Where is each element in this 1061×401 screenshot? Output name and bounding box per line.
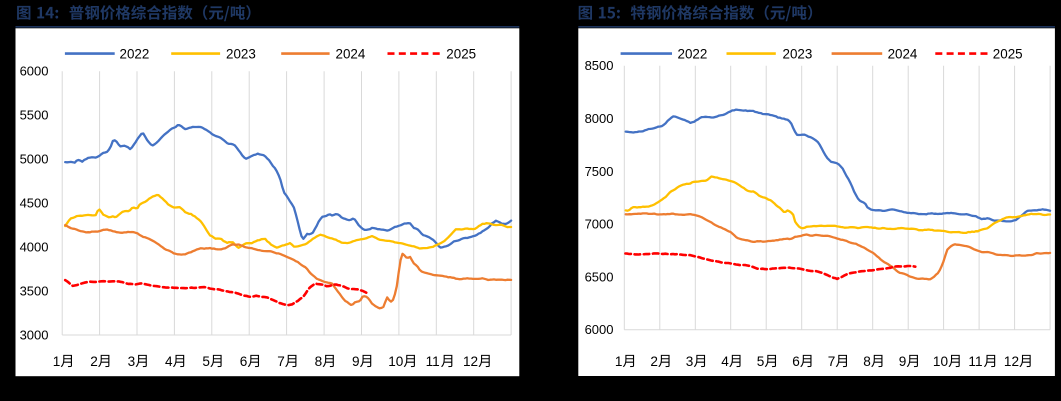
svg-text:4500: 4500 xyxy=(20,196,49,211)
svg-text:6000: 6000 xyxy=(585,322,614,337)
svg-text:2023: 2023 xyxy=(783,47,813,62)
svg-text:5: 5 xyxy=(757,354,765,369)
svg-text:8: 8 xyxy=(863,354,871,369)
svg-text:1: 1 xyxy=(615,354,623,369)
svg-text:2023: 2023 xyxy=(226,47,256,62)
svg-text:11: 11 xyxy=(968,354,982,369)
svg-text:2025: 2025 xyxy=(993,47,1023,62)
svg-text:8500: 8500 xyxy=(585,58,614,73)
svg-text:2: 2 xyxy=(650,354,658,369)
svg-text:1: 1 xyxy=(53,354,61,369)
svg-text:3: 3 xyxy=(686,354,694,369)
svg-text:2022: 2022 xyxy=(120,47,150,62)
svg-text:6000: 6000 xyxy=(20,64,49,79)
svg-text:2024: 2024 xyxy=(336,47,366,62)
svg-text:2025: 2025 xyxy=(446,47,476,62)
svg-text:2022: 2022 xyxy=(678,47,708,62)
svg-text:7: 7 xyxy=(277,354,285,369)
svg-text:5: 5 xyxy=(202,354,210,369)
svg-text:2: 2 xyxy=(90,354,98,369)
svg-text:11: 11 xyxy=(426,354,440,369)
svg-text:6: 6 xyxy=(240,354,248,369)
svg-text:10: 10 xyxy=(933,354,949,369)
svg-text:3000: 3000 xyxy=(20,327,49,342)
svg-text:3500: 3500 xyxy=(20,283,49,298)
svg-text:5000: 5000 xyxy=(20,152,49,167)
svg-text:7000: 7000 xyxy=(585,217,614,232)
svg-text:9: 9 xyxy=(899,354,907,369)
svg-text:2024: 2024 xyxy=(888,47,918,62)
svg-text:8000: 8000 xyxy=(585,111,614,126)
svg-text:7500: 7500 xyxy=(585,164,614,179)
svg-text:6500: 6500 xyxy=(585,269,614,284)
svg-text:12: 12 xyxy=(1004,354,1019,369)
svg-text:5500: 5500 xyxy=(20,108,49,123)
svg-text:10: 10 xyxy=(388,354,404,369)
svg-text:9: 9 xyxy=(352,354,360,369)
svg-text:12: 12 xyxy=(463,354,478,369)
svg-text:4: 4 xyxy=(165,354,173,369)
svg-text:4000: 4000 xyxy=(20,240,49,255)
svg-text:3: 3 xyxy=(128,354,136,369)
svg-text:7: 7 xyxy=(828,354,836,369)
svg-text:6: 6 xyxy=(792,354,800,369)
svg-text:4: 4 xyxy=(721,354,729,369)
svg-text:8: 8 xyxy=(315,354,323,369)
